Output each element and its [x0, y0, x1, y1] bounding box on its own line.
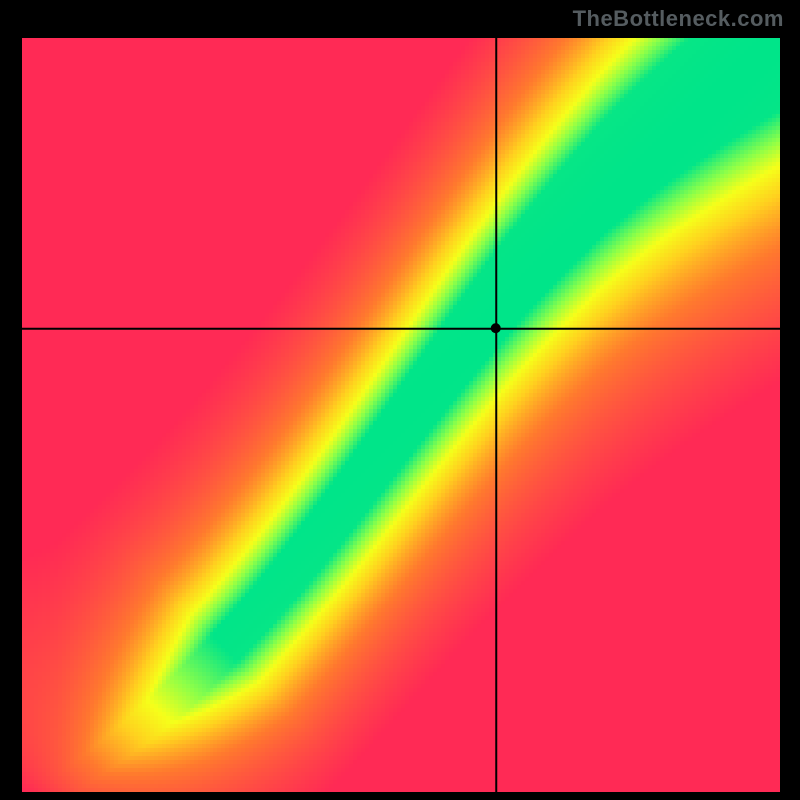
watermark-text: TheBottleneck.com — [573, 6, 784, 32]
stage: TheBottleneck.com — [0, 0, 800, 800]
bottleneck-heatmap — [22, 38, 780, 792]
